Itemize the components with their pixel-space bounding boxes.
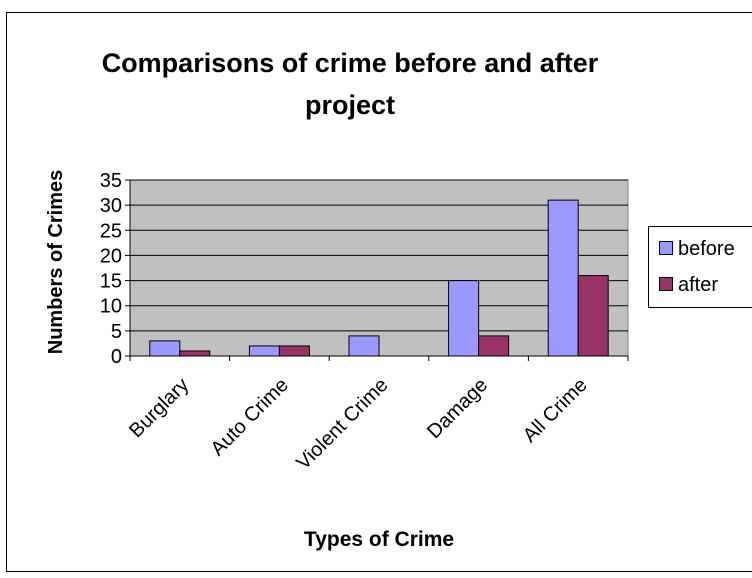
y-tick-label: 30 bbox=[100, 195, 122, 217]
x-tick-label: Burglary bbox=[125, 374, 193, 442]
legend-swatch-after bbox=[659, 277, 673, 291]
legend-swatch-before bbox=[659, 241, 673, 255]
x-tick-label: Auto Crime bbox=[207, 374, 293, 460]
chart-title-line-2: project bbox=[304, 90, 396, 120]
bar-before-burglary bbox=[149, 340, 181, 357]
y-tick-label: 10 bbox=[100, 296, 122, 318]
bar-after-auto-crime bbox=[278, 345, 310, 357]
y-tick-label: 5 bbox=[111, 321, 122, 343]
bar-before-all-crime bbox=[547, 199, 579, 357]
chart-title: Comparisons of crime before and after pr… bbox=[80, 42, 620, 126]
y-tick-labels: 0 5 10 15 20 25 30 35 bbox=[100, 170, 122, 368]
x-axis-label: Types of Crime bbox=[304, 528, 454, 551]
x-tick-label: All Crime bbox=[519, 374, 592, 447]
gridlines bbox=[130, 179, 628, 332]
bar-after-damage bbox=[478, 335, 510, 357]
y-tick-label: 0 bbox=[111, 346, 122, 368]
legend: before after bbox=[648, 226, 752, 308]
y-tick-label: 20 bbox=[100, 245, 122, 267]
legend-item-before: before bbox=[659, 237, 735, 261]
x-tick-label: Violent Crime bbox=[292, 374, 392, 474]
x-tick-labels: Burglary Auto Crime Violent Crime Damage All… bbox=[125, 374, 592, 474]
axes bbox=[125, 179, 629, 361]
chart-frame bbox=[6, 12, 752, 572]
y-tick-label: 35 bbox=[100, 170, 122, 192]
y-axis-label: Numbers of Crimes bbox=[45, 170, 67, 355]
chart-title-line-1: Comparisons of crime before and after bbox=[101, 48, 599, 78]
legend-label-before: before bbox=[678, 238, 735, 260]
bar-after-all-crime bbox=[577, 275, 609, 357]
legend-label-after: after bbox=[678, 274, 719, 296]
bar-before-damage bbox=[448, 280, 480, 357]
y-tick-label: 15 bbox=[100, 271, 122, 293]
bar-before-violent-crime bbox=[348, 335, 380, 357]
bar-before-auto-crime bbox=[248, 345, 280, 357]
x-tick-label: Damage bbox=[423, 374, 492, 443]
bar-after-burglary bbox=[179, 350, 211, 357]
y-tick-label: 25 bbox=[100, 220, 122, 242]
legend-item-after: after bbox=[659, 273, 718, 297]
